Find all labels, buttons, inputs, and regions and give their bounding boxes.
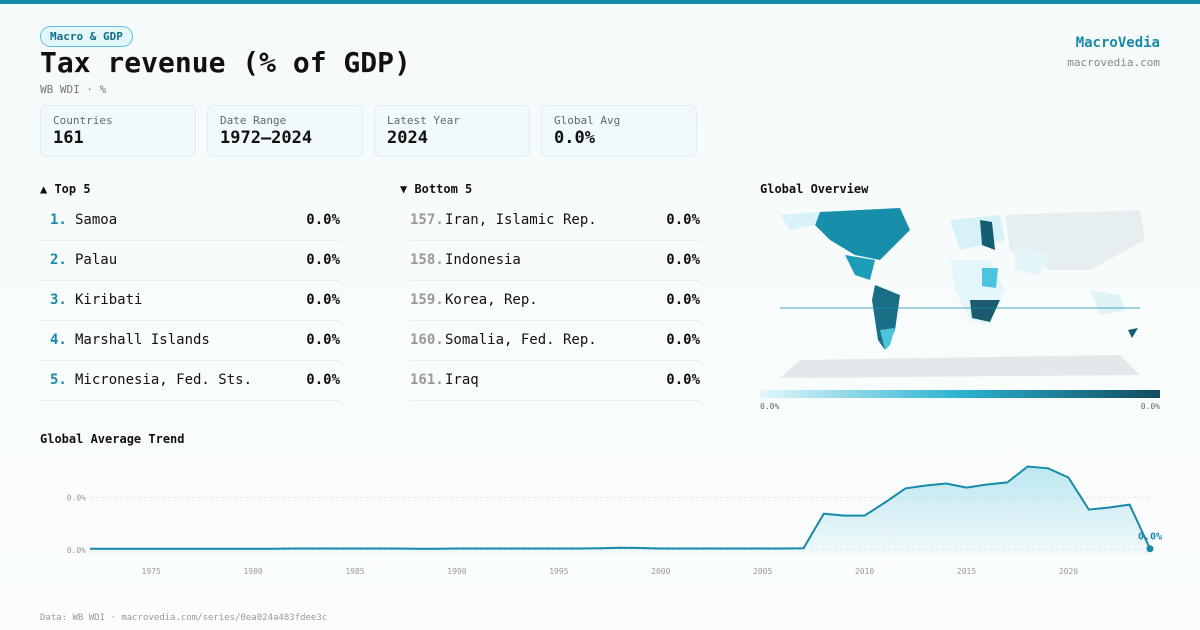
rank-row: 160. Somalia, Fed. Rep. 0.0% [410,320,700,361]
rank-row: 161. Iraq 0.0% [410,360,700,401]
value: 0.0% [306,212,340,228]
rank: 158. [410,252,444,268]
stat-value: 161 [53,128,84,148]
country [970,300,1000,322]
country-name: Samoa [75,212,118,228]
rank: 4. [50,332,67,348]
x-tick-label: 2020 [1059,567,1078,576]
stat-label: Global Avg [554,114,621,127]
rank: 161. [410,372,444,388]
rank-row: 158. Indonesia 0.0% [410,240,700,281]
legend-min: 0.0% [760,402,780,411]
x-tick-label: 2015 [957,567,976,576]
country-name: Marshall Islands [75,332,210,348]
country [780,212,820,230]
rank-row: 157. Iran, Islamic Rep. 0.0% [410,200,700,241]
rank: 3. [50,292,67,308]
legend-gradient [760,390,1160,398]
country [950,215,1005,250]
country-name: Iran, Islamic Rep. [445,212,597,228]
area [90,466,1150,555]
end-label: 0.0% [1138,532,1162,543]
country [880,328,895,350]
value: 0.0% [666,332,700,348]
badge: Macro & GDP [40,26,133,47]
country-name: Kiribati [75,292,143,308]
country-name: Iraq [445,372,479,388]
value: 0.0% [666,212,700,228]
country [980,220,995,250]
stat-label: Latest Year [387,114,460,127]
line [90,465,1151,550]
x-tick-label: 1995 [549,567,568,576]
x-tick-label: 1975 [142,567,161,576]
country [815,208,910,260]
x-tick-label: 2000 [651,567,670,576]
footer: Data: WB WDI · macrovedia.com/series/0ea… [40,613,328,623]
stat-label: Countries [53,114,113,127]
section-title: ▲ Top 5 [40,182,91,196]
value: 0.0% [306,332,340,348]
country-name: Korea, Rep. [445,292,538,308]
value: 0.0% [306,292,340,308]
rank: 5. [50,372,67,388]
rank-row: 1. Samoa 0.0% [40,200,340,241]
rank: 159. [410,292,444,308]
world-map [760,208,1160,398]
x-tick-label: 1990 [447,567,466,576]
x-tick-label: 1980 [243,567,262,576]
subtitle: WB WDI · % [40,83,107,96]
x-tick-label: 1985 [345,567,364,576]
rank: 160. [410,332,444,348]
country [982,268,998,288]
chart-title: Global Average Trend [40,432,185,446]
stat-card: Latest Year 2024 [374,105,530,157]
rank-row: 4. Marshall Islands 0.0% [40,320,340,361]
stat-card: Date Range 1972–2024 [207,105,363,157]
rank-row: 2. Palau 0.0% [40,240,340,281]
stat-value: 2024 [387,128,428,148]
country-name: Somalia, Fed. Rep. [445,332,597,348]
rank-row: 159. Korea, Rep. 0.0% [410,280,700,321]
country-name: Indonesia [445,252,521,268]
rank: 2. [50,252,67,268]
section-title: Global Overview [760,182,869,196]
y-tick-label: 0.0% [67,494,86,503]
x-tick-label: 2005 [753,567,772,576]
country-name: Micronesia, Fed. Sts. [75,372,253,388]
stat-card: Countries 161 [40,105,196,157]
value: 0.0% [306,372,340,388]
legend-max: 0.0% [1140,402,1160,411]
brand[interactable]: MacroVedia [1075,35,1160,51]
top-bar [0,0,1200,4]
stat-card: Global Avg 0.0% [541,105,697,157]
x-tick-label: 2010 [855,567,874,576]
value: 0.0% [666,372,700,388]
country [1128,328,1138,338]
country-name: Palau [75,252,118,268]
end-point [1146,545,1154,553]
rank: 157. [410,212,444,228]
trend-chart: 0.0% 0.0% 1975 1980 1985 1990 1995 2000 2005 2010… [67,465,1162,576]
rank-row: 5. Micronesia, Fed. Sts. 0.0% [40,360,340,401]
country [1015,245,1050,275]
stat-value: 1972–2024 [220,128,313,148]
title: Tax revenue (% of GDP) [40,46,411,79]
value: 0.0% [666,252,700,268]
country [845,255,875,280]
rank-row: 3. Kiribati 0.0% [40,280,340,321]
rank: 1. [50,212,67,228]
value: 0.0% [306,252,340,268]
section-title: ▼ Bottom 5 [400,182,473,196]
stat-label: Date Range [220,114,287,127]
y-tick-label: 0.0% [67,546,86,555]
country [1090,290,1125,315]
value: 0.0% [666,292,700,308]
domain[interactable]: macrovedia.com [1067,56,1160,69]
antarctica [780,355,1140,378]
stat-value: 0.0% [554,128,595,148]
